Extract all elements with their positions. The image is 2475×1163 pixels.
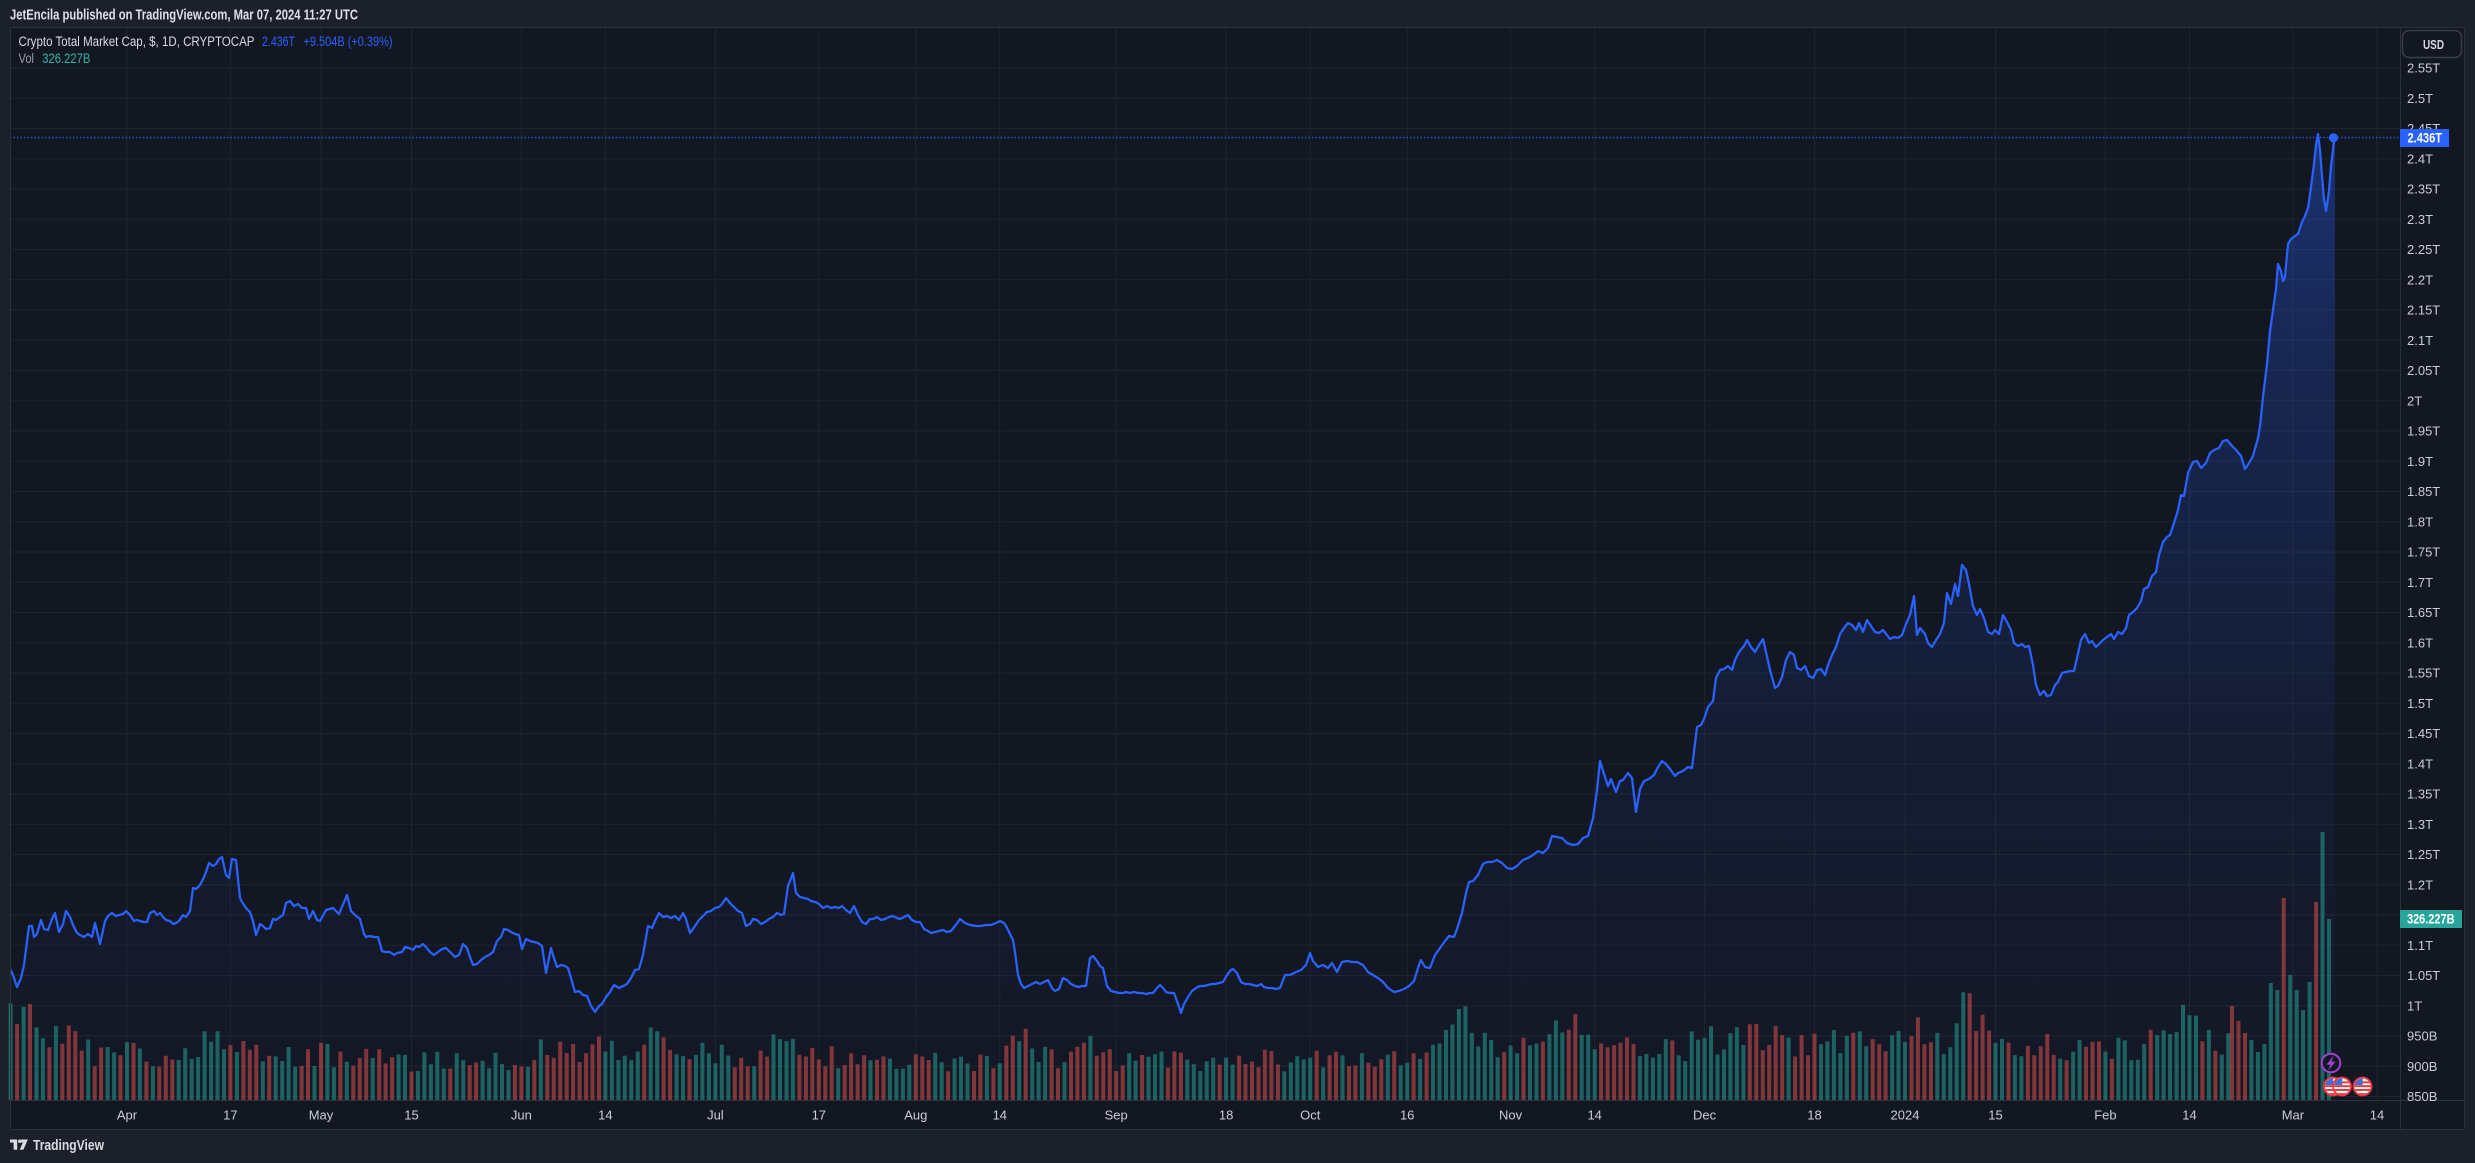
svg-text:1.9T: 1.9T <box>2407 454 2433 469</box>
svg-text:15: 15 <box>1988 1108 2002 1123</box>
svg-text:1.45T: 1.45T <box>2407 726 2440 741</box>
svg-text:850B: 850B <box>2407 1089 2437 1104</box>
svg-text:1T: 1T <box>2407 999 2422 1014</box>
svg-text:2.436T: 2.436T <box>2408 131 2443 146</box>
svg-text:15: 15 <box>404 1108 418 1123</box>
svg-text:1.5T: 1.5T <box>2407 696 2433 711</box>
svg-text:2.55T: 2.55T <box>2407 61 2440 76</box>
svg-text:Vol: Vol <box>19 51 35 66</box>
svg-text:326.227B: 326.227B <box>42 51 90 66</box>
svg-text:Aug: Aug <box>904 1108 927 1123</box>
svg-text:2.15T: 2.15T <box>2407 303 2440 318</box>
svg-text:2.35T: 2.35T <box>2407 182 2440 197</box>
svg-text:TradingView: TradingView <box>33 1138 105 1154</box>
svg-text:USD: USD <box>2423 37 2444 52</box>
svg-text:1.05T: 1.05T <box>2407 968 2440 983</box>
svg-text:2.2T: 2.2T <box>2407 272 2433 287</box>
svg-text:17: 17 <box>812 1108 826 1123</box>
svg-text:2.4T: 2.4T <box>2407 151 2433 166</box>
svg-text:17: 17 <box>223 1108 237 1123</box>
svg-text:Mar: Mar <box>2282 1108 2305 1123</box>
svg-text:1.95T: 1.95T <box>2407 424 2440 439</box>
svg-text:1.3T: 1.3T <box>2407 817 2433 832</box>
svg-text:14: 14 <box>993 1108 1007 1123</box>
svg-text:14: 14 <box>2370 1108 2384 1123</box>
svg-text:2.5T: 2.5T <box>2407 91 2433 106</box>
svg-text:18: 18 <box>1219 1108 1233 1123</box>
svg-text:2.25T: 2.25T <box>2407 242 2440 257</box>
svg-text:Jul: Jul <box>707 1108 724 1123</box>
svg-text:JetEncila published on Trading: JetEncila published on TradingView.com, … <box>10 7 358 24</box>
svg-text:Feb: Feb <box>2094 1108 2116 1123</box>
svg-text:1.4T: 1.4T <box>2407 757 2433 772</box>
svg-text:2.436T: 2.436T <box>262 34 295 49</box>
svg-text:1.8T: 1.8T <box>2407 515 2433 530</box>
svg-text:May: May <box>309 1108 334 1123</box>
svg-text:1.25T: 1.25T <box>2407 847 2440 862</box>
svg-text:2.1T: 2.1T <box>2407 333 2433 348</box>
svg-text:1.1T: 1.1T <box>2407 938 2433 953</box>
svg-text:Nov: Nov <box>1499 1108 1523 1123</box>
svg-text:1.65T: 1.65T <box>2407 605 2440 620</box>
svg-text:Dec: Dec <box>1693 1108 1717 1123</box>
svg-text:2.3T: 2.3T <box>2407 212 2433 227</box>
svg-text:1.85T: 1.85T <box>2407 484 2440 499</box>
svg-text:326.227B: 326.227B <box>2407 912 2455 927</box>
svg-text:1.35T: 1.35T <box>2407 787 2440 802</box>
svg-text:1.7T: 1.7T <box>2407 575 2433 590</box>
svg-text:1.75T: 1.75T <box>2407 545 2440 560</box>
svg-text:1.2T: 1.2T <box>2407 878 2433 893</box>
svg-text:14: 14 <box>2182 1108 2196 1123</box>
svg-text:Crypto Total Market Cap, $, 1D: Crypto Total Market Cap, $, 1D, CRYPTOCA… <box>19 34 255 49</box>
svg-text:Apr: Apr <box>117 1108 138 1123</box>
svg-text:16: 16 <box>1400 1108 1414 1123</box>
svg-text:2024: 2024 <box>1891 1108 1920 1123</box>
svg-text:Jun: Jun <box>511 1108 532 1123</box>
svg-text:950B: 950B <box>2407 1029 2437 1044</box>
svg-text:900B: 900B <box>2407 1059 2437 1074</box>
svg-text:1.55T: 1.55T <box>2407 666 2440 681</box>
svg-text:1.6T: 1.6T <box>2407 636 2433 651</box>
svg-text:18: 18 <box>1807 1108 1821 1123</box>
svg-text:2T: 2T <box>2407 393 2422 408</box>
svg-text:2.05T: 2.05T <box>2407 363 2440 378</box>
svg-text:Oct: Oct <box>1300 1108 1321 1123</box>
svg-text:14: 14 <box>1587 1108 1601 1123</box>
svg-text:14: 14 <box>598 1108 612 1123</box>
svg-text:Sep: Sep <box>1105 1108 1128 1123</box>
svg-text:+9.504B (+0.39%): +9.504B (+0.39%) <box>304 34 393 49</box>
